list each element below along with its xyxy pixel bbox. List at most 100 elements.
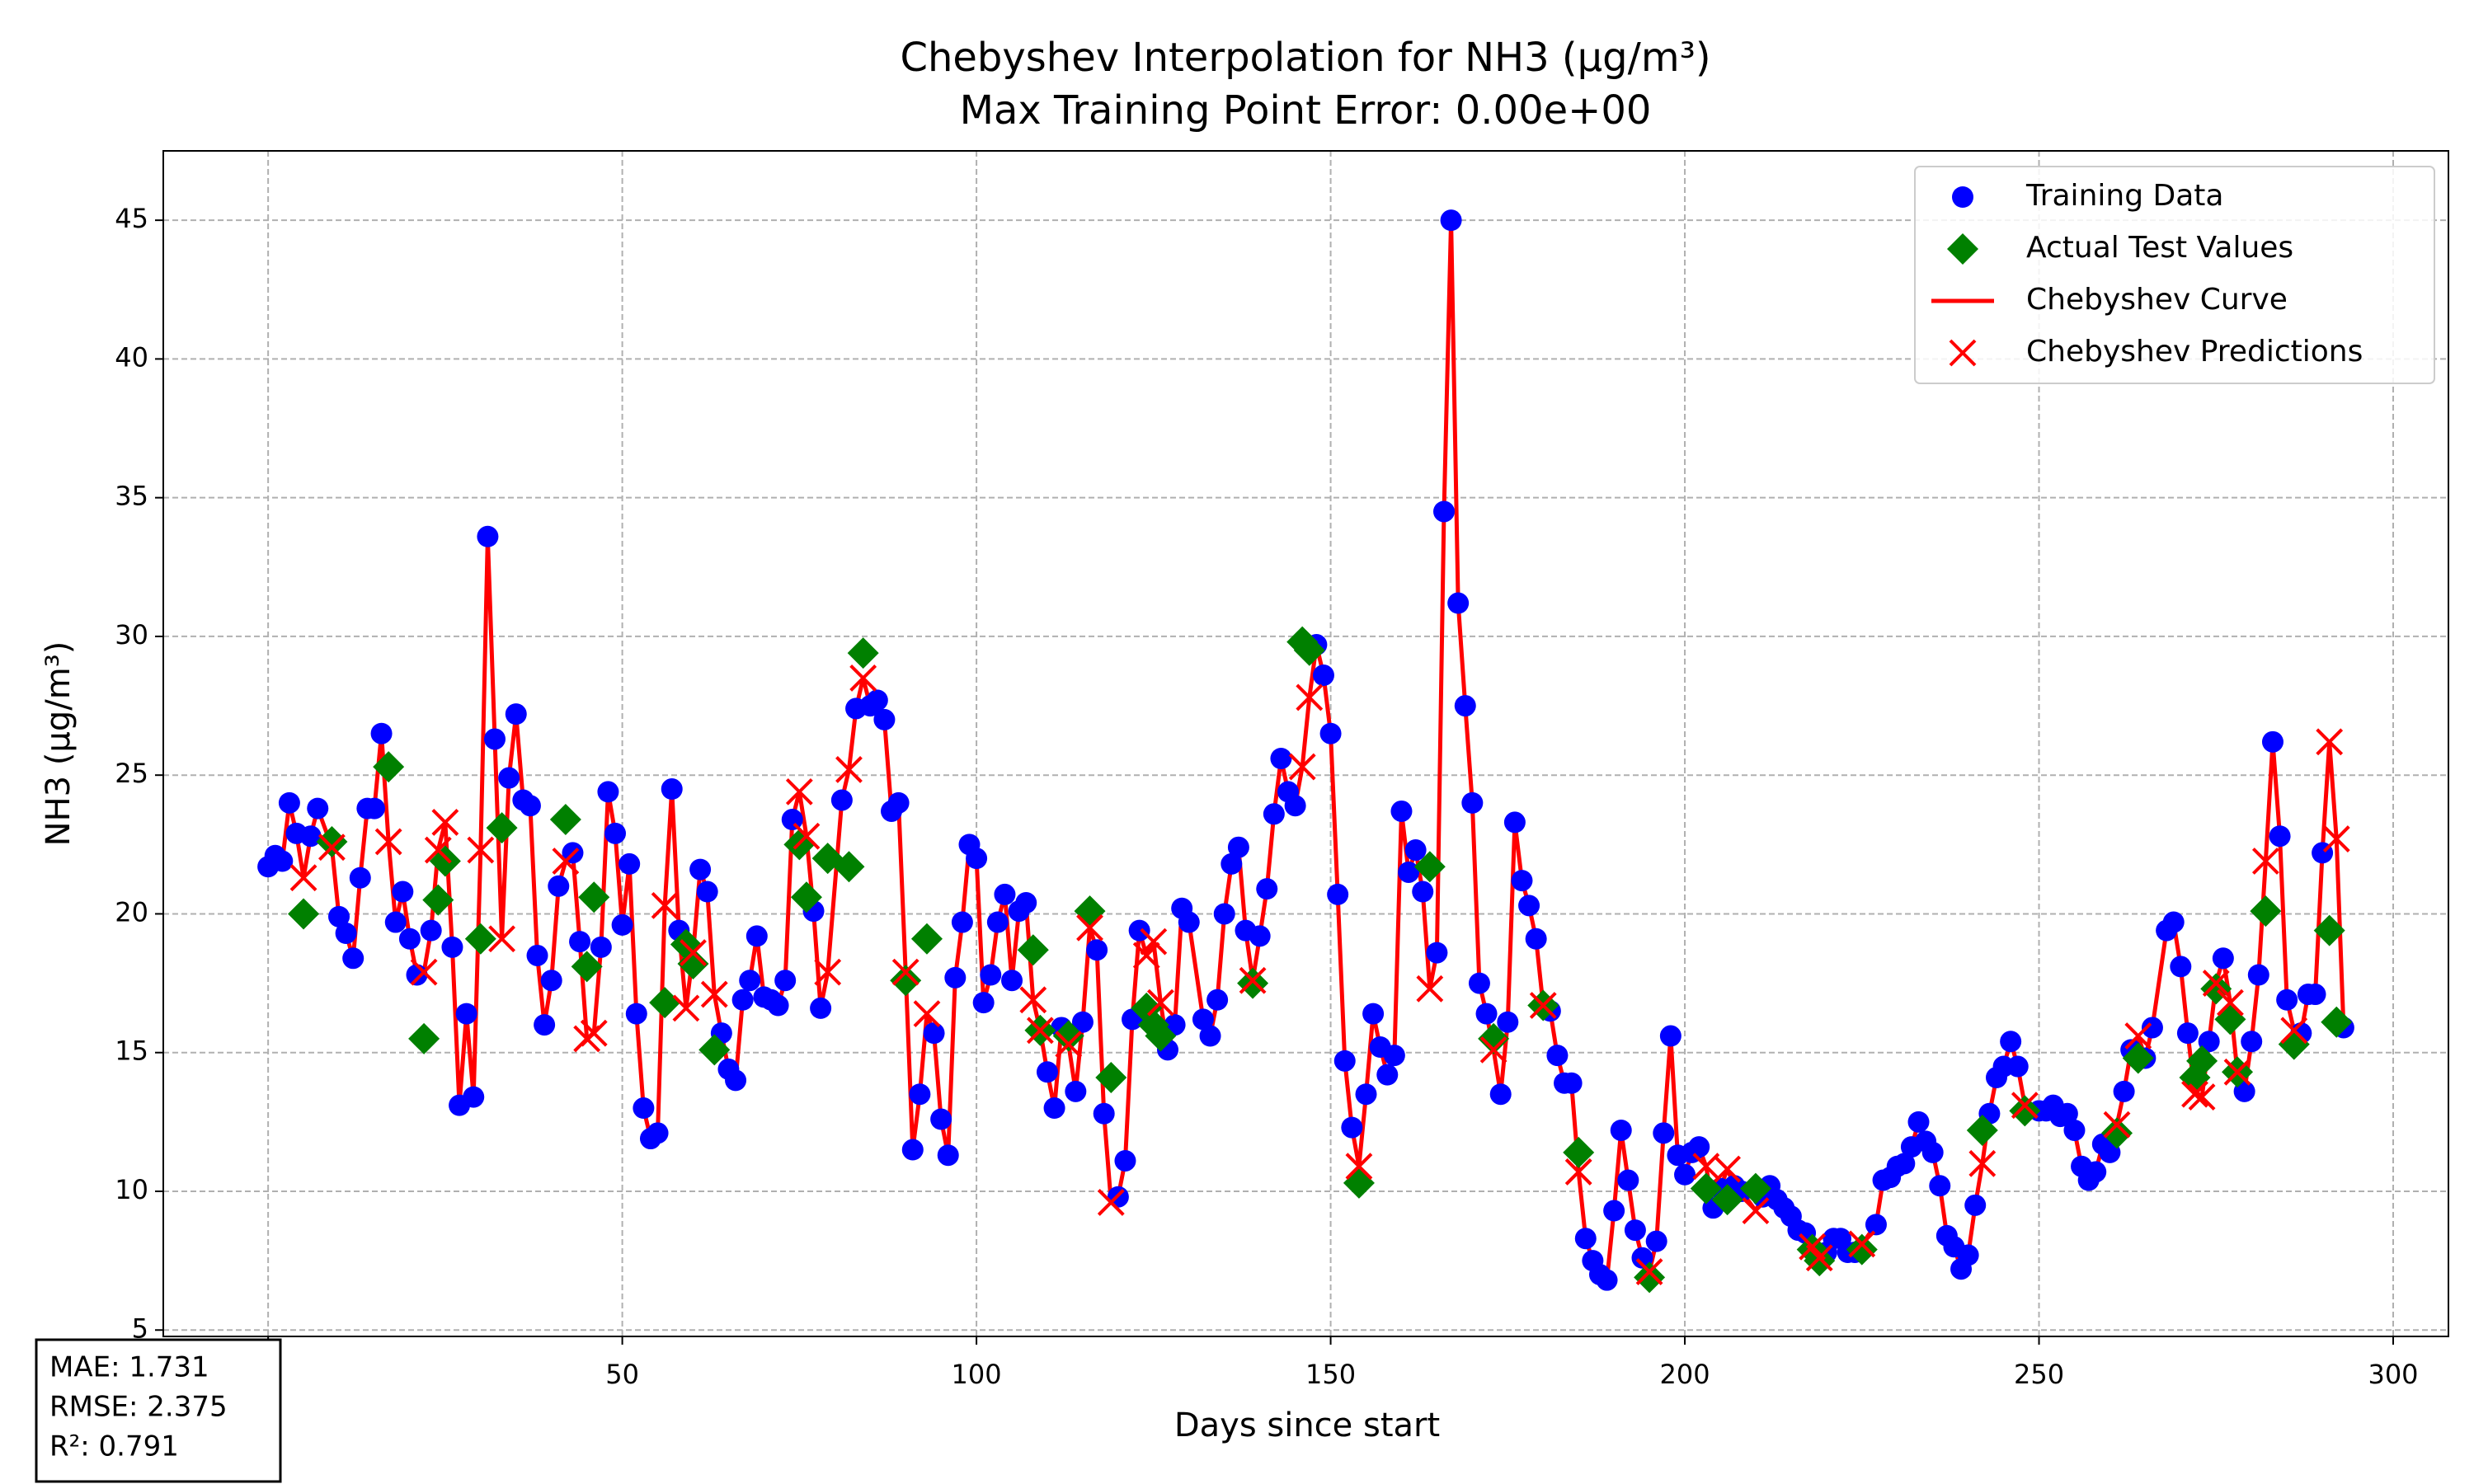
metric-text: R²: 0.791 — [49, 1430, 179, 1463]
point — [790, 881, 822, 913]
point — [1461, 791, 1484, 814]
point — [1529, 992, 1557, 1019]
point — [913, 1000, 941, 1028]
point — [2162, 911, 2185, 933]
point — [1296, 683, 1324, 711]
point — [890, 965, 922, 997]
point — [289, 864, 317, 892]
point — [2304, 984, 2326, 1006]
point — [1345, 1153, 1373, 1181]
point — [1525, 928, 1547, 950]
point — [1511, 870, 1533, 892]
point — [2269, 825, 2291, 848]
point — [429, 845, 461, 877]
point — [651, 891, 679, 919]
point — [1065, 1080, 1087, 1102]
point — [1468, 972, 1490, 994]
point — [1489, 1083, 1512, 1106]
point — [467, 836, 495, 864]
point — [1603, 1200, 1625, 1222]
point — [1015, 892, 1037, 914]
point — [1805, 1244, 1833, 1272]
point — [1270, 748, 1292, 770]
chart-title: Chebyshev Interpolation for NH3 (µg/m³) — [900, 35, 1710, 81]
point — [2212, 947, 2234, 970]
point — [1206, 989, 1229, 1011]
y-tick-label: 10 — [115, 1174, 148, 1205]
point — [2011, 1092, 2039, 1120]
point — [793, 822, 821, 850]
point — [847, 637, 879, 669]
point — [318, 834, 346, 862]
point — [540, 970, 562, 992]
point — [1132, 942, 1160, 970]
point — [342, 947, 365, 970]
x-tick-label: 300 — [2368, 1359, 2418, 1390]
point — [835, 756, 863, 783]
point — [2009, 1095, 2041, 1127]
point — [1001, 970, 1023, 992]
point — [2181, 1080, 2208, 1108]
legend-marker — [1947, 233, 1978, 265]
point — [1312, 665, 1334, 687]
point — [431, 808, 459, 836]
point — [2276, 989, 2298, 1011]
point — [1052, 1020, 1084, 1052]
point — [1416, 974, 1444, 1003]
point — [745, 925, 768, 947]
point — [1362, 1003, 1385, 1025]
point — [398, 928, 421, 950]
point — [2316, 728, 2344, 756]
point — [464, 923, 496, 955]
point — [1714, 1155, 1741, 1183]
point — [1413, 851, 1446, 883]
point — [1341, 1116, 1363, 1139]
point — [625, 1003, 647, 1025]
point — [597, 781, 619, 803]
point — [866, 689, 888, 711]
point — [1097, 1189, 1125, 1216]
legend-label: Chebyshev Curve — [2026, 283, 2288, 317]
point — [1221, 852, 1243, 875]
point — [1610, 1119, 1632, 1141]
point — [441, 936, 463, 958]
metric-text: RMSE: 2.375 — [49, 1391, 228, 1424]
point — [1739, 1172, 1771, 1205]
point — [2113, 1080, 2135, 1102]
point — [972, 992, 995, 1014]
metric-text: MAE: 1.731 — [49, 1351, 209, 1384]
legend-label: Actual Test Values — [2026, 231, 2293, 265]
point — [1227, 836, 1249, 858]
x-tick-label: 100 — [952, 1359, 1002, 1390]
point — [951, 911, 973, 933]
point — [1404, 839, 1427, 862]
point — [2241, 1031, 2263, 1053]
point — [580, 1019, 608, 1047]
point — [785, 777, 813, 805]
point — [1546, 1045, 1569, 1067]
point — [1355, 1083, 1377, 1106]
point — [363, 797, 385, 819]
point — [1319, 722, 1342, 744]
point — [1907, 1111, 1930, 1133]
point — [725, 1069, 747, 1092]
point — [2247, 964, 2269, 986]
point — [1440, 209, 1462, 232]
point — [1742, 1197, 1770, 1224]
point — [1288, 753, 1316, 781]
point — [2176, 1022, 2199, 1045]
x-tick-label: 250 — [2014, 1359, 2064, 1390]
point — [526, 944, 548, 966]
point — [1036, 1061, 1058, 1083]
point — [661, 778, 683, 801]
y-tick-label: 40 — [115, 341, 148, 373]
point — [299, 825, 322, 848]
point — [486, 812, 518, 844]
point — [1631, 1247, 1653, 1269]
point — [1237, 967, 1269, 999]
point — [696, 881, 718, 903]
point — [349, 866, 371, 889]
x-tick-label: 150 — [1305, 1359, 1356, 1390]
point — [1475, 1003, 1498, 1025]
